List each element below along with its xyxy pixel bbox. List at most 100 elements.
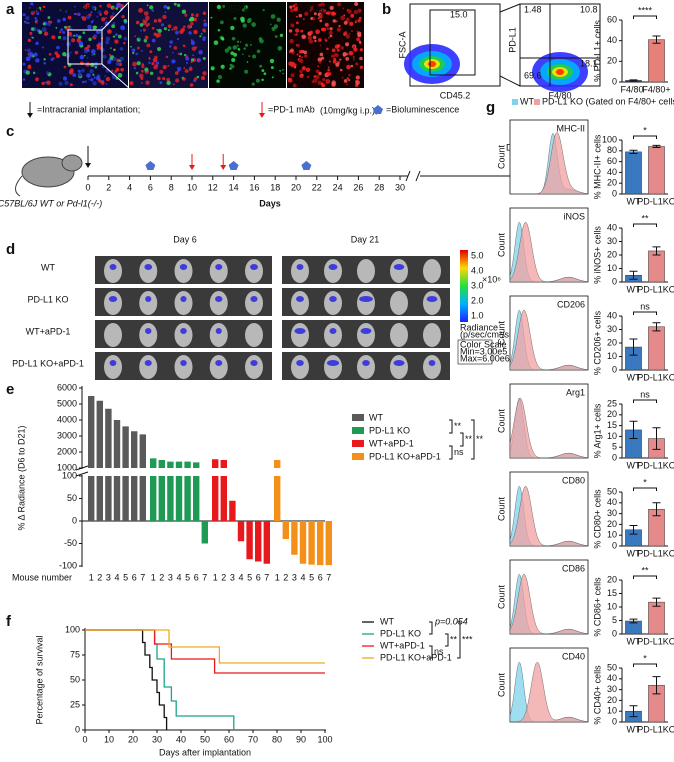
cell — [41, 27, 47, 32]
sig-bracket — [633, 575, 657, 579]
histogram — [509, 309, 589, 371]
cell — [62, 76, 68, 81]
cell — [216, 79, 220, 83]
cell — [119, 47, 124, 51]
bar — [299, 521, 307, 564]
y-axis-label: % CD40+ cells — [592, 665, 602, 725]
cell — [222, 5, 226, 8]
sig-bracket — [633, 311, 657, 315]
x-tick-label: 2 — [221, 572, 226, 582]
cell — [319, 44, 322, 47]
row-label: WT — [41, 262, 55, 272]
cell — [35, 10, 38, 13]
cell — [276, 17, 281, 22]
cell — [40, 9, 43, 12]
cell — [324, 22, 329, 27]
cell — [336, 44, 340, 48]
cell — [82, 80, 85, 84]
y-tick-label: 30 — [607, 236, 617, 246]
cell — [229, 67, 232, 70]
cell — [35, 7, 38, 10]
x-tick-label: 4 — [176, 572, 181, 582]
cell — [73, 13, 76, 15]
cell — [328, 36, 330, 39]
cell — [320, 2, 325, 7]
cell — [151, 38, 156, 43]
x-tick-label: 5 — [185, 572, 190, 582]
bar — [122, 426, 129, 521]
signal — [144, 360, 152, 366]
cell — [203, 72, 206, 75]
bar — [201, 521, 208, 544]
cell — [68, 69, 74, 75]
cell — [51, 57, 54, 60]
cell — [76, 38, 81, 43]
cell — [30, 27, 35, 31]
cell — [89, 69, 94, 74]
cell — [160, 23, 165, 27]
y-tick-label: 10 — [607, 263, 617, 273]
cell — [157, 18, 162, 23]
cell — [292, 83, 297, 88]
cell — [175, 78, 180, 83]
cell — [138, 37, 141, 40]
y-tick-label: 20 — [607, 574, 617, 584]
x-tick-label: 6 — [132, 572, 137, 582]
cell — [348, 33, 351, 35]
y-tick-label: 20 — [607, 409, 617, 419]
cell — [182, 77, 186, 81]
mouse-body — [324, 355, 342, 379]
x-tick-label: 4 — [114, 572, 119, 582]
y-tick-label: 0 — [612, 364, 617, 374]
cell — [202, 56, 206, 61]
cell — [296, 43, 301, 48]
x-tick-label: 4 — [238, 572, 243, 582]
cell — [220, 36, 225, 41]
cell — [173, 25, 178, 31]
signal — [296, 264, 304, 270]
cell — [290, 48, 294, 53]
day-label: 10 — [187, 182, 197, 192]
cell — [195, 46, 198, 49]
cell — [100, 25, 103, 28]
legend-label: PD-L1 KO — [380, 628, 421, 638]
x-tick-label: 1 — [213, 572, 218, 582]
cell — [118, 59, 121, 62]
cell — [149, 50, 153, 54]
x-tick-label: WT — [627, 636, 641, 646]
micrograph — [129, 2, 208, 88]
cell — [41, 46, 44, 49]
y-tick-label: 10 — [607, 530, 617, 540]
cell — [345, 56, 350, 61]
cell — [353, 47, 358, 52]
cell — [91, 5, 96, 10]
cell — [346, 17, 349, 20]
sig-bracket — [449, 419, 453, 434]
mouse-body — [139, 355, 158, 379]
cell — [281, 68, 284, 71]
x-tick-label: 20 — [128, 734, 138, 744]
cell — [293, 33, 296, 36]
cell — [24, 49, 27, 51]
cell — [318, 71, 322, 76]
cell — [142, 20, 147, 26]
cell — [329, 27, 333, 31]
cell — [359, 48, 364, 52]
bar — [648, 326, 665, 371]
day-label: 28 — [374, 182, 384, 192]
x-tick-label: WT — [627, 724, 641, 734]
bar — [317, 521, 324, 566]
cell — [326, 27, 330, 30]
y-tick-label: 10 — [607, 431, 617, 441]
cell — [251, 22, 256, 27]
mouse-body — [423, 291, 441, 315]
cell — [101, 17, 106, 22]
y-tick-label: 10 — [607, 351, 617, 361]
cell — [103, 10, 109, 15]
sig-bracket — [429, 621, 433, 635]
y-tick-label: 20 — [607, 337, 617, 347]
x-tick-label: WT — [627, 284, 641, 294]
y-tick-label: 40 — [607, 35, 617, 45]
cell — [116, 3, 121, 8]
cell — [315, 69, 320, 74]
